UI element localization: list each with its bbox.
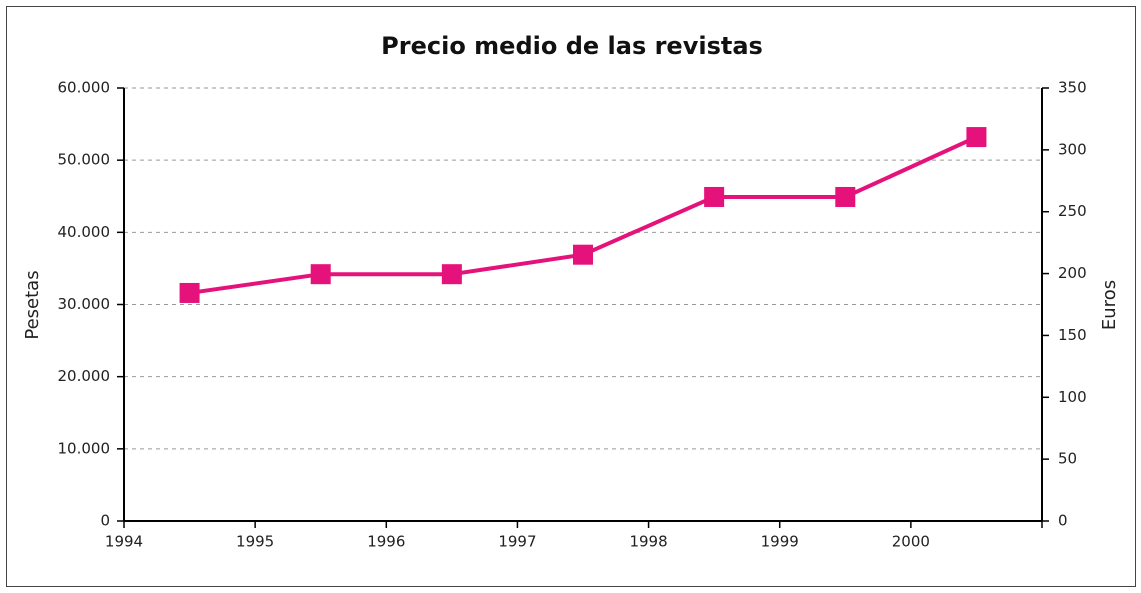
point-marker bbox=[310, 264, 331, 285]
y-tick-label: 50.000 bbox=[58, 151, 111, 169]
x-tick-label: 1998 bbox=[629, 533, 667, 551]
x-tick-label: 1994 bbox=[105, 533, 143, 551]
point-marker bbox=[441, 264, 462, 285]
chart-frame bbox=[6, 6, 1136, 587]
y2-tick-label: 0 bbox=[1058, 512, 1068, 530]
chart-title: Precio medio de las revistas bbox=[381, 32, 763, 60]
y2-tick-label: 300 bbox=[1058, 140, 1087, 158]
y-tick-label: 0 bbox=[100, 512, 110, 530]
y-tick-label: 20.000 bbox=[58, 367, 111, 385]
x-tick-label: 1995 bbox=[236, 533, 274, 551]
y-tick-label: 10.000 bbox=[58, 439, 111, 457]
point-marker bbox=[704, 186, 725, 207]
y2-tick-label: 100 bbox=[1058, 388, 1087, 406]
y2-tick-label: 250 bbox=[1058, 202, 1087, 220]
point-marker bbox=[179, 282, 200, 303]
y-tick-label: 30.000 bbox=[58, 295, 111, 313]
y2-axis-label: Euros bbox=[1099, 280, 1120, 330]
x-tick-label: 2000 bbox=[892, 533, 930, 551]
y2-tick-label: 150 bbox=[1058, 326, 1087, 344]
point-marker bbox=[966, 127, 987, 148]
y2-tick-label: 350 bbox=[1058, 79, 1087, 97]
x-tick-label: 1999 bbox=[761, 533, 799, 551]
x-tick-label: 1997 bbox=[498, 533, 536, 551]
y-tick-label: 40.000 bbox=[58, 223, 111, 241]
y-axis-label: Pesetas bbox=[22, 270, 43, 339]
point-marker bbox=[835, 186, 856, 207]
x-tick-label: 1996 bbox=[367, 533, 405, 551]
y2-tick-label: 200 bbox=[1058, 264, 1087, 282]
y-tick-label: 60.000 bbox=[58, 79, 111, 97]
point-marker bbox=[573, 244, 593, 265]
y2-tick-label: 50 bbox=[1058, 450, 1077, 468]
